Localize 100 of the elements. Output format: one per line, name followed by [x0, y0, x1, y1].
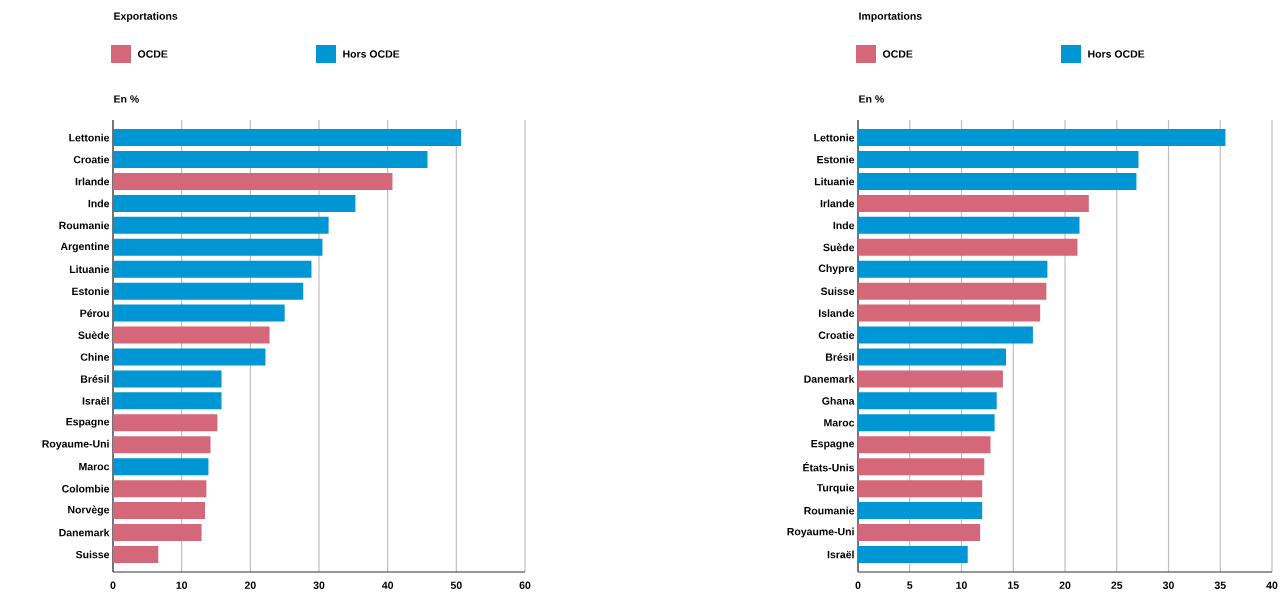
bar: [858, 414, 995, 432]
x-tick-label: 40: [1266, 581, 1278, 589]
bar: [858, 348, 1007, 366]
y-tick-label: Chine: [80, 353, 110, 361]
bar: [858, 194, 1089, 212]
y-tick-label: Irlande: [75, 177, 110, 186]
y-tick-label: Espagne: [66, 418, 110, 428]
y-tick-label: Lettonie: [814, 133, 855, 142]
x-tick-label: 40: [381, 581, 394, 589]
y-tick-label: Inde: [88, 199, 110, 208]
legend-label: OCDE: [882, 50, 913, 58]
x-tick-label: 20: [244, 581, 256, 589]
legend-label: OCDE: [137, 50, 168, 58]
bar: [858, 524, 981, 542]
bar: [858, 545, 968, 563]
y-tick-label: Colombie: [62, 484, 110, 493]
x-tick-label: 30: [1162, 581, 1174, 589]
y-tick-label: Inde: [833, 221, 855, 230]
y-tick-label: États-Unis: [803, 461, 855, 472]
legend-label: Hors OCDE: [1088, 50, 1145, 58]
y-tick-label: Israël: [827, 550, 854, 559]
x-tick-label: 15: [1008, 581, 1019, 589]
x-tick-label: 5: [907, 581, 913, 589]
bar: [113, 502, 206, 520]
bar: [113, 151, 428, 168]
x-tick-label: 60: [519, 581, 531, 589]
bar: [858, 326, 1033, 344]
x-tick-label: 10: [176, 581, 188, 589]
x-axis-title: En %: [859, 95, 884, 103]
y-tick-label: Maroc: [79, 463, 110, 471]
y-tick-label: Brésil: [826, 353, 854, 361]
y-tick-label: Lettonie: [69, 133, 110, 142]
y-tick-label: Roumanie: [59, 221, 110, 230]
y-tick-label: Suisse: [75, 550, 110, 559]
x-tick-label: 25: [1111, 581, 1123, 589]
bar: [858, 282, 1047, 300]
x-tick-label: 35: [1214, 581, 1226, 589]
bar: [113, 216, 329, 234]
y-tick-label: Estonie: [817, 155, 855, 164]
y-tick-label: Islande: [819, 309, 855, 317]
bar: [858, 392, 997, 410]
y-tick-label: Royaume-Uni: [787, 527, 854, 538]
bar: [113, 238, 323, 256]
y-tick-label: Argentine: [60, 242, 110, 253]
bar: [113, 458, 209, 476]
bar: [113, 282, 304, 300]
bar: [113, 392, 222, 410]
y-tick-label: Norvège: [68, 505, 110, 516]
y-tick-label: Suède: [823, 243, 855, 252]
y-tick-label: Suède: [78, 331, 110, 339]
bar: [858, 480, 983, 498]
y-tick-label: Turquie: [816, 483, 855, 494]
bar: [858, 458, 985, 476]
bar: [858, 502, 983, 520]
bar: [113, 436, 211, 454]
bar: [858, 304, 1041, 322]
chart-title: Exportations: [114, 12, 178, 22]
x-tick-label: 20: [1059, 581, 1071, 589]
y-tick-label: Israël: [82, 397, 109, 405]
x-tick-label: 0: [855, 581, 861, 589]
y-tick-label: Roumanie: [804, 506, 855, 515]
bar: [858, 129, 1226, 147]
bar: [113, 194, 356, 212]
bar: [858, 216, 1080, 234]
y-tick-label: Suisse: [820, 287, 855, 296]
bar: [113, 545, 159, 563]
bar: [113, 414, 218, 432]
y-tick-label: Lituanie: [69, 265, 110, 274]
y-tick-label: Danemark: [59, 528, 110, 537]
bar: [858, 370, 1003, 388]
y-tick-label: Irlande: [820, 199, 855, 208]
bar: [858, 238, 1078, 256]
bar: [858, 172, 1137, 190]
y-tick-label: Espagne: [811, 440, 855, 450]
y-tick-label: Ghana: [822, 397, 855, 405]
x-tick-label: 30: [313, 581, 325, 589]
bar: [113, 370, 222, 388]
bar: [858, 151, 1139, 168]
bar: [113, 172, 393, 190]
bar: [113, 326, 270, 344]
x-tick-label: 0: [110, 581, 116, 589]
y-tick-label: Maroc: [824, 419, 855, 427]
bar: [113, 304, 285, 322]
bar: [858, 260, 1048, 278]
y-tick-label: Royaume-Uni: [42, 439, 109, 450]
bar: [113, 129, 462, 147]
y-tick-label: Danemark: [804, 375, 855, 383]
bar: [113, 260, 312, 278]
x-tick-label: 50: [450, 581, 462, 589]
bar: [858, 436, 991, 454]
bar: [113, 348, 266, 366]
y-tick-label: Lituanie: [814, 177, 855, 186]
y-tick-label: Brésil: [80, 375, 109, 383]
x-axis-title: En %: [114, 95, 139, 103]
y-tick-label: Estonie: [72, 287, 110, 296]
chart-title: Importations: [859, 12, 922, 22]
y-tick-label: Croatie: [818, 331, 855, 339]
y-tick-label: Croatie: [73, 155, 110, 164]
x-tick-label: 10: [956, 581, 967, 589]
bar: [113, 480, 207, 498]
